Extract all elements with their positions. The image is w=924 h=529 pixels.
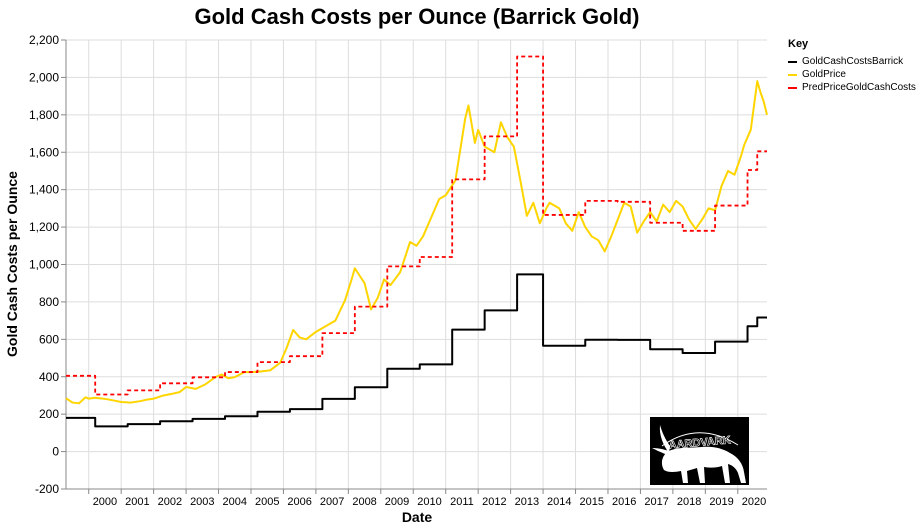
x-tick-label: 2005 [255, 496, 279, 508]
x-tick-label: 2011 [450, 496, 474, 508]
legend: Key GoldCashCostsBarrick GoldPrice PredPri… [788, 38, 916, 94]
legend-label: PredPriceGoldCashCosts [802, 82, 916, 93]
x-tick-label: 2001 [125, 496, 149, 508]
y-axis-label: Gold Cash Costs per Ounce [4, 171, 20, 357]
legend-title: Key [788, 38, 809, 50]
x-tick-label: 2015 [580, 496, 604, 508]
x-tick-label: 2002 [158, 496, 182, 508]
x-tick-label: 2006 [287, 496, 311, 508]
x-axis: 2000 2001 2002 2003 2004 2005 2006 2007 2008 2009… [66, 488, 767, 508]
y-tick-label: 0 [52, 445, 59, 459]
legend-item: GoldPrice [788, 68, 916, 81]
y-axis: -200 0 200 400 600 800 1,000 1,200 1,400 1,600 1,8… [29, 33, 67, 496]
legend-label: GoldCashCostsBarrick [802, 56, 904, 67]
x-tick-label: 2009 [385, 496, 409, 508]
y-tick-label: 1,600 [29, 145, 59, 159]
y-tick-label: -200 [35, 482, 59, 496]
x-tick-label: 2014 [547, 496, 571, 508]
y-tick-label: 200 [39, 407, 59, 421]
y-tick-label: 400 [39, 370, 59, 384]
x-tick-label: 2016 [612, 496, 636, 508]
legend-swatch [788, 73, 797, 76]
logo-text: AARDVARK [668, 434, 731, 451]
legend-swatch [788, 86, 797, 89]
x-tick-label: 2019 [709, 496, 733, 508]
x-tick-label: 2017 [644, 496, 668, 508]
y-tick-label: 600 [39, 332, 59, 346]
series-line-GoldPrice [65, 80, 768, 405]
y-tick-label: 1,200 [29, 220, 59, 234]
x-tick-label: 2010 [417, 496, 441, 508]
series-line-GoldCashCostsBarrick [66, 273, 767, 428]
x-tick-label: 2000 [93, 496, 117, 508]
y-tick-label: 800 [39, 295, 59, 309]
y-tick-label: 1,000 [29, 258, 59, 272]
legend-item: GoldCashCostsBarrick [788, 55, 916, 68]
aardvark-logo: AARDVARK [650, 417, 749, 485]
x-axis-label: Date [402, 509, 433, 525]
y-tick-label: 1,400 [29, 183, 59, 197]
x-tick-label: 2004 [223, 496, 247, 508]
x-tick-label: 2018 [677, 496, 701, 508]
y-tick-label: 2,000 [29, 70, 59, 84]
grid [66, 39, 767, 490]
legend-item: PredPriceGoldCashCosts [788, 81, 916, 94]
series-line-PredPriceGoldCashCosts [66, 55, 767, 396]
x-tick-label: 2007 [320, 496, 344, 508]
x-tick-label: 2012 [482, 496, 506, 508]
x-tick-label: 2020 [742, 496, 766, 508]
y-tick-label: 2,200 [29, 33, 59, 47]
y-tick-label: 1,800 [29, 108, 59, 122]
x-tick-label: 2008 [352, 496, 376, 508]
x-tick-label: 2003 [190, 496, 214, 508]
legend-label: GoldPrice [802, 69, 846, 80]
x-tick-label: 2013 [515, 496, 539, 508]
series-layer [65, 55, 768, 428]
chart-title: Gold Cash Costs per Ounce (Barrick Gold) [194, 4, 640, 29]
legend-swatch [788, 60, 797, 63]
